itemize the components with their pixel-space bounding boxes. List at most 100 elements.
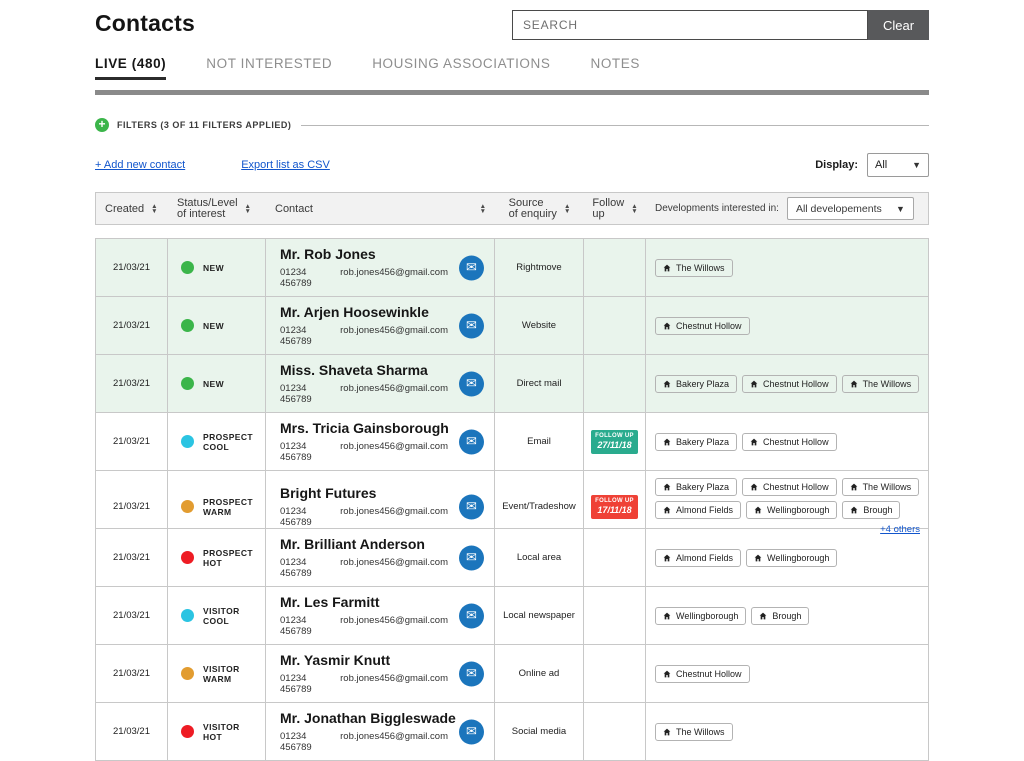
building-icon [663, 670, 671, 678]
status-cell: VISITORCOOL [168, 587, 266, 644]
source-text: Direct mail [517, 378, 562, 389]
status-cell: PROSPECTCOOL [168, 413, 266, 470]
source-cell: Direct mail [495, 355, 584, 412]
contact-details: 01234 456789 rob.jones456@gmail.com [280, 615, 480, 637]
header-contact-label: Contact [275, 203, 313, 215]
created-cell: 21/03/21 [96, 703, 168, 760]
header-source[interactable]: Sourceof enquiry ▲▼ [495, 193, 584, 224]
source-text: Event/Tradeshow [502, 501, 576, 512]
development-tag: Bakery Plaza [655, 478, 737, 496]
sort-icon[interactable]: ▲▼ [480, 204, 486, 214]
building-icon [663, 380, 671, 388]
developments-filter-value: All developements [796, 203, 882, 215]
follow-up-cell [584, 645, 646, 702]
tab-notes[interactable]: NOTES [590, 56, 640, 80]
status-line1: VISITOR [203, 606, 240, 616]
building-icon [850, 483, 858, 491]
envelope-icon: ✉ [466, 318, 477, 334]
status-line1: PROSPECT [203, 548, 253, 558]
display-select[interactable]: All ▼ [867, 153, 929, 177]
development-name: Chestnut Hollow [763, 437, 829, 447]
follow-up-cell [584, 239, 646, 296]
source-cell: Website [495, 297, 584, 354]
source-cell: Rightmove [495, 239, 584, 296]
contact-name: Mr. Arjen Hoosewinkle [280, 304, 480, 320]
follow-up-cell [584, 529, 646, 586]
contact-phone: 01234 456789 [280, 325, 340, 347]
chevron-down-icon: ▼ [896, 204, 905, 214]
contact-details: 01234 456789 rob.jones456@gmail.com [280, 673, 480, 695]
created-date: 21/03/21 [113, 320, 150, 331]
send-email-button[interactable]: ✉ [459, 255, 484, 280]
sort-icon[interactable]: ▲▼ [631, 204, 637, 214]
tab-not-interested[interactable]: NOT INTERESTED [206, 56, 332, 80]
status-cell: NEW [168, 355, 266, 412]
status-line2: WARM [203, 507, 253, 517]
contact-name: Mr. Brilliant Anderson [280, 536, 480, 552]
developments-cell: The Willows [646, 703, 928, 760]
send-email-button[interactable]: ✉ [459, 719, 484, 744]
send-email-button[interactable]: ✉ [459, 661, 484, 686]
source-cell: Local newspaper [495, 587, 584, 644]
send-email-button[interactable]: ✉ [459, 545, 484, 570]
development-tag: The Willows [842, 375, 920, 393]
created-date: 21/03/21 [113, 501, 150, 512]
development-name: Chestnut Hollow [676, 321, 742, 331]
sort-icon[interactable]: ▲▼ [151, 204, 157, 214]
header-follow-up[interactable]: Followup ▲▼ [584, 193, 646, 224]
source-cell: Online ad [495, 645, 584, 702]
search-input[interactable] [512, 10, 868, 40]
status-dot [181, 500, 194, 513]
clear-button[interactable]: Clear [868, 10, 929, 40]
actions-row: + Add new contact Export list as CSV Dis… [95, 153, 929, 177]
status-line2: WARM [203, 674, 240, 684]
add-new-contact-link[interactable]: + Add new contact [95, 159, 185, 171]
send-email-button[interactable]: ✉ [459, 603, 484, 628]
status-label: PROSPECTHOT [203, 548, 253, 568]
send-email-button[interactable]: ✉ [459, 494, 484, 519]
header-contact[interactable]: Contact ▲▼ [266, 193, 495, 224]
follow-up-badge[interactable]: FOLLOW UP 17/11/18 [591, 495, 638, 519]
status-dot [181, 667, 194, 680]
development-tag: Chestnut Hollow [742, 433, 837, 451]
contact-name: Mr. Rob Jones [280, 246, 480, 262]
header-created[interactable]: Created ▲▼ [96, 193, 168, 224]
follow-up-date: 17/11/18 [591, 505, 638, 515]
tab-live[interactable]: LIVE (480) [95, 56, 166, 80]
development-name: Chestnut Hollow [763, 482, 829, 492]
created-cell: 21/03/21 [96, 529, 168, 586]
contact-email: rob.jones456@gmail.com [340, 615, 448, 637]
source-text: Email [527, 436, 551, 447]
tab-bar: LIVE (480) NOT INTERESTED HOUSING ASSOCI… [95, 56, 929, 80]
development-tag: Wellingborough [746, 501, 837, 519]
status-cell: PROSPECTHOT [168, 529, 266, 586]
building-icon [663, 322, 671, 330]
header-status[interactable]: Status/Levelof interest ▲▼ [168, 193, 266, 224]
building-icon [850, 380, 858, 388]
sort-icon[interactable]: ▲▼ [245, 204, 251, 214]
sort-icon[interactable]: ▲▼ [564, 204, 570, 214]
send-email-button[interactable]: ✉ [459, 313, 484, 338]
plus-icon[interactable]: + [95, 118, 109, 132]
developments-cell: The Willows [646, 239, 928, 296]
envelope-icon: ✉ [466, 550, 477, 566]
export-csv-link[interactable]: Export list as CSV [241, 159, 330, 171]
contact-name: Mrs. Tricia Gainsborough [280, 420, 480, 436]
contact-cell: Mr. Jonathan Biggleswade 01234 456789 ro… [266, 703, 495, 760]
source-text: Website [522, 320, 556, 331]
filters-toggle[interactable]: + FILTERS (3 OF 11 FILTERS APPLIED) [95, 118, 929, 132]
status-dot [181, 435, 194, 448]
send-email-button[interactable]: ✉ [459, 371, 484, 396]
table-row: 21/03/21 VISITORCOOL Mr. Les Farmitt 012… [96, 587, 928, 645]
developments-filter-select[interactable]: All developements ▼ [787, 197, 914, 220]
source-text: Social media [512, 726, 566, 737]
header-status-label: Status/Levelof interest [177, 198, 238, 220]
tab-housing-associations[interactable]: HOUSING ASSOCIATIONS [372, 56, 550, 80]
header-follow-up-label: Followup [592, 198, 624, 220]
development-name: Almond Fields [676, 553, 733, 563]
development-tag: Wellingborough [655, 607, 746, 625]
contact-email: rob.jones456@gmail.com [340, 325, 448, 347]
follow-up-badge[interactable]: FOLLOW UP 27/11/18 [591, 430, 638, 454]
envelope-icon: ✉ [466, 434, 477, 450]
send-email-button[interactable]: ✉ [459, 429, 484, 454]
